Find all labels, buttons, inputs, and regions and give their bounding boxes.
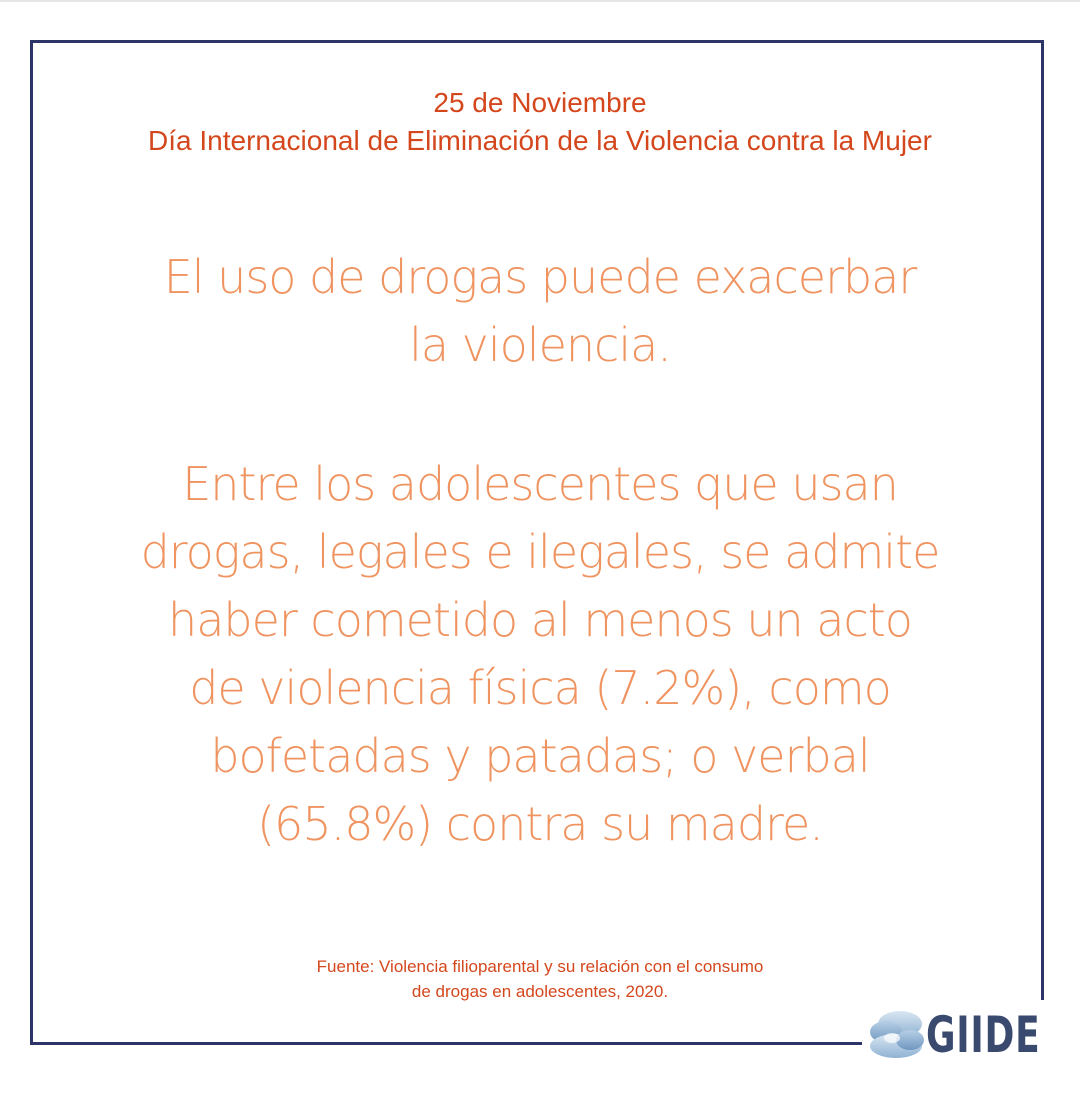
heading-observance: Día Internacional de Eliminación de la V… bbox=[148, 125, 932, 156]
message-paragraph-2: Entre los adolescentes que usan drogas, … bbox=[0, 450, 1080, 858]
message-line: (65.8%) contra su madre. bbox=[257, 797, 824, 851]
message-line: de violencia física (7.2%), como bbox=[189, 661, 892, 715]
giide-logo: GIIDE bbox=[862, 1000, 1062, 1070]
message-paragraph-1: El uso de drogas puede exacerbar la viol… bbox=[0, 243, 1080, 379]
heading-date: 25 de Noviembre bbox=[433, 87, 647, 118]
poster-frame bbox=[30, 40, 1044, 1045]
message-line: la violencia. bbox=[409, 318, 672, 372]
source-line: de drogas en adolescentes, 2020. bbox=[411, 982, 669, 1001]
message-line: Entre los adolescentes que usan bbox=[182, 457, 899, 511]
cloud-logo-icon bbox=[870, 1011, 924, 1058]
source-citation: Fuente: Violencia filioparental y su rel… bbox=[230, 954, 850, 1004]
message-line: drogas, legales e ilegales, se admite bbox=[140, 525, 941, 579]
message-line: bofetadas y patadas; o verbal bbox=[210, 729, 870, 783]
message-line: haber cometido al menos un acto bbox=[168, 593, 913, 647]
poster-heading: 25 de Noviembre Día Internacional de Eli… bbox=[0, 84, 1080, 160]
message-line: El uso de drogas puede exacerbar bbox=[163, 250, 918, 304]
logo-wordmark: GIIDE bbox=[926, 1006, 1041, 1064]
source-line: Fuente: Violencia filioparental y su rel… bbox=[316, 957, 764, 976]
top-divider bbox=[0, 0, 1080, 2]
